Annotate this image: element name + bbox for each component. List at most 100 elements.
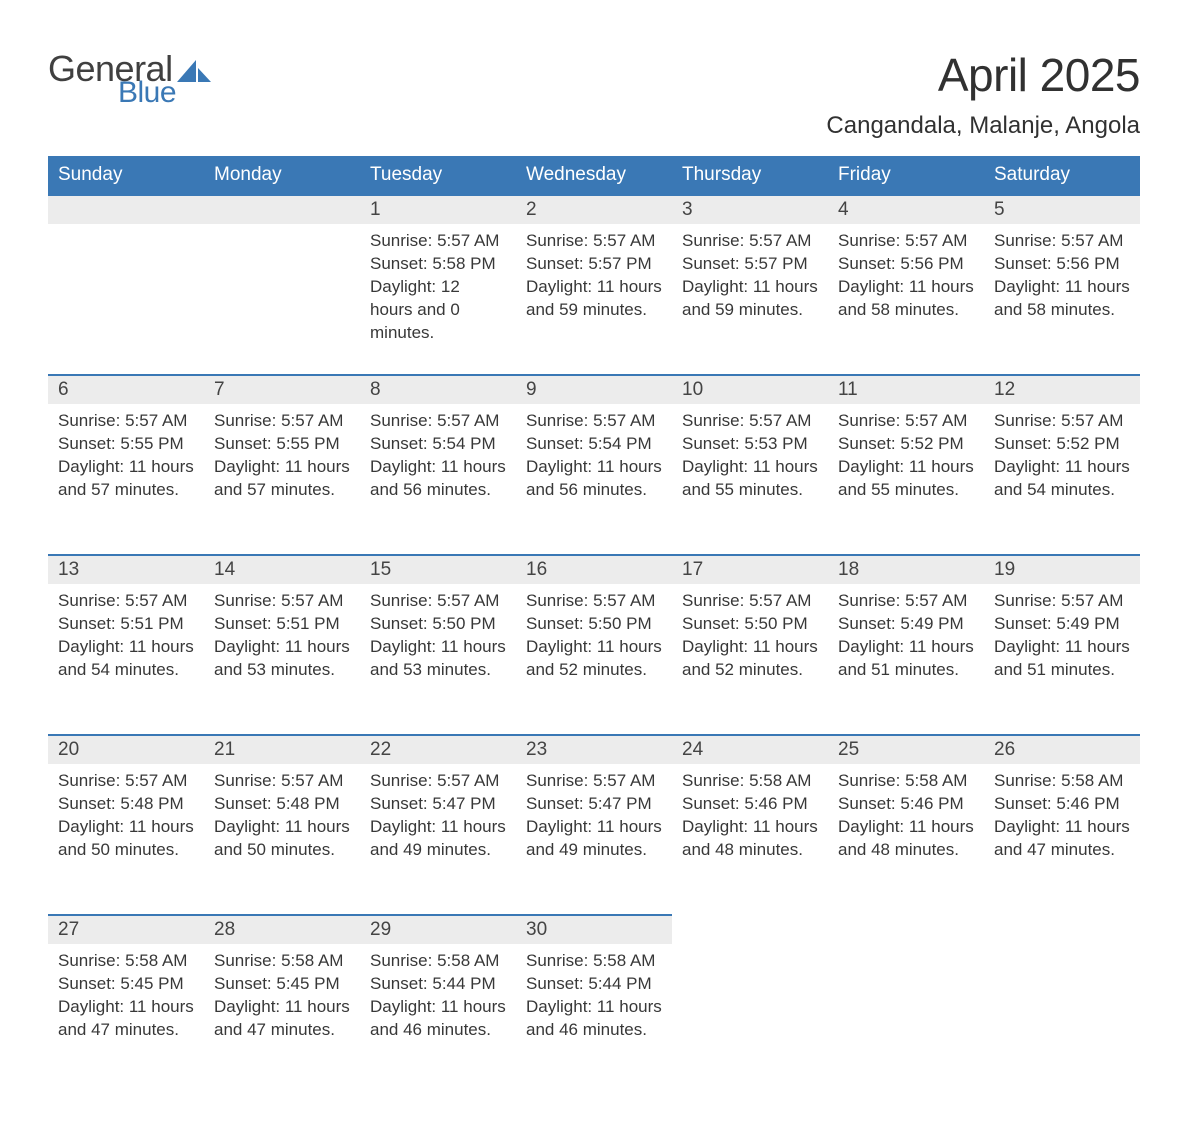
sunrise-line: Sunrise: 5:57 AM: [838, 590, 974, 613]
day-number: 5: [984, 194, 1140, 224]
sunrise-line: Sunrise: 5:57 AM: [994, 230, 1130, 253]
day-cell: [204, 224, 360, 374]
sunset-line: Sunset: 5:58 PM: [370, 253, 506, 276]
column-header: Tuesday: [360, 156, 516, 194]
day-body: Sunrise: 5:58 AMSunset: 5:45 PMDaylight:…: [48, 944, 204, 1052]
daylight-line: Daylight: 11 hours and 51 minutes.: [994, 636, 1130, 682]
day-number: 30: [516, 914, 672, 944]
sunrise-line: Sunrise: 5:58 AM: [526, 950, 662, 973]
day-number: 28: [204, 914, 360, 944]
day-body: Sunrise: 5:57 AMSunset: 5:58 PMDaylight:…: [360, 224, 516, 355]
daylight-line: Daylight: 11 hours and 59 minutes.: [526, 276, 662, 322]
day-cell: Sunrise: 5:57 AMSunset: 5:56 PMDaylight:…: [984, 224, 1140, 374]
daylight-line: Daylight: 11 hours and 48 minutes.: [838, 816, 974, 862]
day-cell: [828, 944, 984, 1094]
daylight-line: Daylight: 11 hours and 57 minutes.: [214, 456, 350, 502]
daylight-line: Daylight: 11 hours and 47 minutes.: [58, 996, 194, 1042]
day-number: 26: [984, 734, 1140, 764]
column-header: Thursday: [672, 156, 828, 194]
daylight-line: Daylight: 11 hours and 54 minutes.: [58, 636, 194, 682]
sunrise-line: Sunrise: 5:57 AM: [682, 230, 818, 253]
logo: General Blue: [48, 48, 211, 110]
sunset-line: Sunset: 5:54 PM: [370, 433, 506, 456]
day-body: Sunrise: 5:57 AMSunset: 5:51 PMDaylight:…: [48, 584, 204, 692]
sunrise-line: Sunrise: 5:57 AM: [58, 410, 194, 433]
daylight-line: Daylight: 11 hours and 52 minutes.: [526, 636, 662, 682]
daylight-line: Daylight: 11 hours and 48 minutes.: [682, 816, 818, 862]
day-body: Sunrise: 5:57 AMSunset: 5:56 PMDaylight:…: [984, 224, 1140, 332]
sunset-line: Sunset: 5:50 PM: [370, 613, 506, 636]
calendar-body: 12345Sunrise: 5:57 AMSunset: 5:58 PMDayl…: [48, 194, 1140, 1094]
sunrise-line: Sunrise: 5:58 AM: [370, 950, 506, 973]
day-cell: [984, 944, 1140, 1094]
day-number: 21: [204, 734, 360, 764]
sunset-line: Sunset: 5:45 PM: [58, 973, 194, 996]
sunset-line: Sunset: 5:44 PM: [526, 973, 662, 996]
sunset-line: Sunset: 5:49 PM: [994, 613, 1130, 636]
day-number: 2: [516, 194, 672, 224]
day-body: Sunrise: 5:57 AMSunset: 5:57 PMDaylight:…: [516, 224, 672, 332]
day-number: 23: [516, 734, 672, 764]
sunrise-line: Sunrise: 5:57 AM: [994, 590, 1130, 613]
day-number: 7: [204, 374, 360, 404]
sunrise-line: Sunrise: 5:57 AM: [214, 770, 350, 793]
sunrise-line: Sunrise: 5:57 AM: [682, 590, 818, 613]
day-cell: Sunrise: 5:57 AMSunset: 5:47 PMDaylight:…: [360, 764, 516, 914]
sunset-line: Sunset: 5:53 PM: [682, 433, 818, 456]
day-number: 14: [204, 554, 360, 584]
day-number: 18: [828, 554, 984, 584]
title-block: April 2025 Cangandala, Malanje, Angola: [826, 48, 1140, 140]
sunrise-line: Sunrise: 5:58 AM: [58, 950, 194, 973]
sunset-line: Sunset: 5:52 PM: [994, 433, 1130, 456]
sunrise-line: Sunrise: 5:57 AM: [370, 590, 506, 613]
daylight-line: Daylight: 11 hours and 51 minutes.: [838, 636, 974, 682]
sunrise-line: Sunrise: 5:57 AM: [370, 770, 506, 793]
day-body: Sunrise: 5:57 AMSunset: 5:53 PMDaylight:…: [672, 404, 828, 512]
day-cell: Sunrise: 5:58 AMSunset: 5:45 PMDaylight:…: [48, 944, 204, 1094]
column-header: Sunday: [48, 156, 204, 194]
sunrise-line: Sunrise: 5:57 AM: [58, 590, 194, 613]
daylight-line: Daylight: 11 hours and 54 minutes.: [994, 456, 1130, 502]
daylight-line: Daylight: 11 hours and 56 minutes.: [526, 456, 662, 502]
day-number: [984, 914, 1140, 944]
day-body: Sunrise: 5:57 AMSunset: 5:52 PMDaylight:…: [828, 404, 984, 512]
day-number: 16: [516, 554, 672, 584]
day-number: 25: [828, 734, 984, 764]
day-body: Sunrise: 5:57 AMSunset: 5:54 PMDaylight:…: [360, 404, 516, 512]
day-cell: Sunrise: 5:58 AMSunset: 5:45 PMDaylight:…: [204, 944, 360, 1094]
day-number: [204, 194, 360, 224]
day-body: Sunrise: 5:57 AMSunset: 5:52 PMDaylight:…: [984, 404, 1140, 512]
sunrise-line: Sunrise: 5:57 AM: [370, 410, 506, 433]
day-number: 10: [672, 374, 828, 404]
sunrise-line: Sunrise: 5:57 AM: [214, 410, 350, 433]
day-cell: Sunrise: 5:57 AMSunset: 5:51 PMDaylight:…: [204, 584, 360, 734]
day-number: 9: [516, 374, 672, 404]
day-body: Sunrise: 5:57 AMSunset: 5:47 PMDaylight:…: [516, 764, 672, 872]
day-cell: Sunrise: 5:57 AMSunset: 5:57 PMDaylight:…: [516, 224, 672, 374]
day-body: Sunrise: 5:57 AMSunset: 5:54 PMDaylight:…: [516, 404, 672, 512]
calendar-head: SundayMondayTuesdayWednesdayThursdayFrid…: [48, 156, 1140, 194]
daylight-line: Daylight: 11 hours and 50 minutes.: [58, 816, 194, 862]
sunset-line: Sunset: 5:46 PM: [994, 793, 1130, 816]
day-cell: Sunrise: 5:57 AMSunset: 5:50 PMDaylight:…: [360, 584, 516, 734]
day-cell: Sunrise: 5:58 AMSunset: 5:46 PMDaylight:…: [984, 764, 1140, 914]
day-cell: Sunrise: 5:57 AMSunset: 5:52 PMDaylight:…: [984, 404, 1140, 554]
day-number: 27: [48, 914, 204, 944]
day-body: Sunrise: 5:57 AMSunset: 5:50 PMDaylight:…: [672, 584, 828, 692]
day-cell: Sunrise: 5:57 AMSunset: 5:55 PMDaylight:…: [204, 404, 360, 554]
day-cell: Sunrise: 5:57 AMSunset: 5:51 PMDaylight:…: [48, 584, 204, 734]
column-header: Monday: [204, 156, 360, 194]
sunset-line: Sunset: 5:51 PM: [58, 613, 194, 636]
sunrise-line: Sunrise: 5:57 AM: [838, 410, 974, 433]
day-cell: Sunrise: 5:58 AMSunset: 5:44 PMDaylight:…: [516, 944, 672, 1094]
day-number: 13: [48, 554, 204, 584]
day-body: Sunrise: 5:58 AMSunset: 5:46 PMDaylight:…: [828, 764, 984, 872]
day-cell: Sunrise: 5:57 AMSunset: 5:58 PMDaylight:…: [360, 224, 516, 374]
sunrise-line: Sunrise: 5:57 AM: [370, 230, 506, 253]
sunset-line: Sunset: 5:51 PM: [214, 613, 350, 636]
day-number: 15: [360, 554, 516, 584]
sunset-line: Sunset: 5:55 PM: [58, 433, 194, 456]
daylight-line: Daylight: 11 hours and 53 minutes.: [214, 636, 350, 682]
day-number: 17: [672, 554, 828, 584]
page-title: April 2025: [826, 48, 1140, 102]
